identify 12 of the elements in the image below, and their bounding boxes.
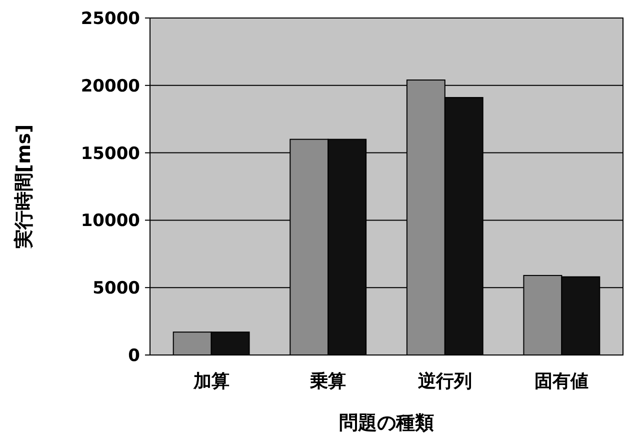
y-tick-label: 0	[128, 346, 140, 366]
y-tick-label: 25000	[80, 8, 140, 29]
y-tick-label: 15000	[80, 144, 140, 164]
x-tick-label: 乗算	[309, 371, 346, 392]
x-tick-label: 加算	[192, 371, 230, 392]
x-tick-label: 固有値	[534, 371, 589, 392]
y-tick-label: 10000	[80, 211, 140, 232]
y-tick-label: 5000	[92, 278, 140, 299]
x-tick-label: 逆行列	[416, 371, 472, 392]
y-tick-label: 20000	[80, 76, 140, 96]
x-axis-title: 問題の種類	[339, 412, 434, 434]
y-axis-title: 実行時間[ms]	[13, 124, 35, 250]
